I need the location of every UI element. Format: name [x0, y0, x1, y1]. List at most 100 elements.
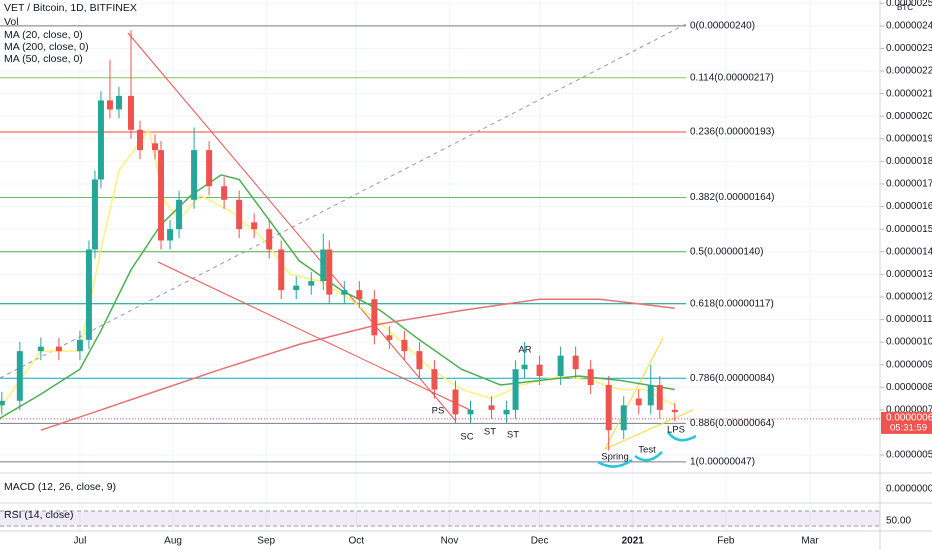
legend-entry: MA (20, close, 0): [4, 29, 83, 41]
legend-entry: Vol: [4, 16, 19, 28]
countdown: 05:31:59: [890, 422, 927, 433]
candle-body: [37, 346, 44, 352]
annotation: ST: [507, 430, 519, 441]
candle-body: [416, 351, 423, 370]
x-tick-label: 2021: [622, 536, 645, 547]
candle-body: [620, 405, 627, 431]
fib-label: 0.786(0.00000084): [690, 373, 775, 384]
rsi-title: RSI (14, close): [4, 509, 73, 521]
x-tick-label: Mar: [801, 536, 819, 547]
spring-arc: [597, 458, 633, 468]
candle-body: [278, 249, 285, 291]
candle-body: [0, 400, 5, 406]
candle-body: [656, 385, 663, 410]
candle-body: [587, 369, 594, 386]
annotation: PS: [432, 406, 445, 417]
axis-unit: BTC: [897, 3, 913, 12]
candle-body: [431, 369, 438, 390]
candle-body: [91, 179, 98, 250]
candle-body: [266, 229, 273, 250]
annotation: Test: [638, 445, 656, 456]
candle-body: [76, 339, 83, 352]
candle-body: [386, 335, 393, 340]
fib-label: 1(0.00000047): [690, 456, 755, 467]
fib-label: 0.382(0.00000164): [690, 192, 775, 203]
candle-body: [521, 364, 528, 370]
moving-averages: [0, 128, 676, 431]
fib-label: 0.5(0.00000140): [690, 246, 763, 257]
fib-levels: 0(0.00000240) 0.114(0.00000217) 0.236(0.00…: [0, 20, 775, 467]
candle-body: [605, 385, 612, 431]
candle-body: [191, 150, 198, 200]
legend-entry: MA (50, close, 0): [4, 53, 83, 65]
candle-body: [635, 398, 642, 406]
y-tick-label: 0.00000140: [886, 246, 932, 257]
candle-body: [115, 95, 122, 110]
macd-axis-label: 0.00000000: [886, 484, 932, 495]
macd-title: MACD (12, 26, close, 9): [4, 481, 116, 493]
candle-body: [251, 222, 258, 230]
trend-drawing: [0, 21, 691, 379]
last-price-label: 0.00000066: [886, 413, 932, 424]
candle-body: [236, 199, 243, 230]
fib-label: 0.114(0.00000217): [690, 72, 774, 83]
fib-label: 0.236(0.00000193): [690, 127, 775, 138]
rsi-axis-label: 50.00: [886, 516, 911, 527]
candle-body: [467, 409, 474, 415]
trend-drawing: [604, 337, 664, 450]
annotation: ST: [484, 427, 496, 438]
candle-body: [106, 100, 113, 110]
trend-drawing: [157, 261, 471, 411]
candle-body: [55, 346, 62, 352]
fib-label: 0.886(0.00000064): [690, 418, 775, 429]
test-arc: [634, 451, 663, 462]
moving-average-line: [40, 298, 675, 431]
y-tick-label: 0.00000240: [886, 20, 932, 31]
x-tick-label: Aug: [164, 536, 182, 547]
candle-body: [176, 199, 183, 230]
x-tick-label: Nov: [441, 536, 459, 547]
fib-label: 0(0.00000240): [690, 20, 755, 31]
candle-body: [85, 249, 92, 340]
candle-body: [488, 405, 495, 410]
candle-body: [536, 364, 543, 376]
grid: [0, 0, 884, 531]
candle-body: [401, 339, 408, 352]
x-tick-label: Sep: [257, 536, 275, 547]
candle-body: [293, 285, 300, 291]
trend-drawing: [604, 409, 694, 450]
legend: VET / Bitcoin, 1D, BITFINEX Vol MA (20, …: [4, 2, 137, 521]
candle-body: [97, 100, 104, 180]
fib-label: 0.618(0.00000117): [690, 298, 774, 309]
candle-body: [221, 186, 228, 200]
candle-body: [452, 389, 459, 415]
x-tick-label: Jul: [74, 536, 87, 547]
candle-body: [356, 290, 363, 300]
x-tick-label: Dec: [531, 536, 549, 547]
candle-body: [206, 150, 213, 187]
annotation: AR: [518, 345, 531, 356]
candle-body: [127, 95, 134, 130]
x-tick-label: Oct: [349, 536, 365, 547]
candle-body: [16, 351, 23, 401]
candle-body: [647, 385, 654, 406]
candle-body: [326, 249, 333, 295]
candle-body: [341, 290, 348, 295]
rsi-band: [0, 511, 880, 526]
